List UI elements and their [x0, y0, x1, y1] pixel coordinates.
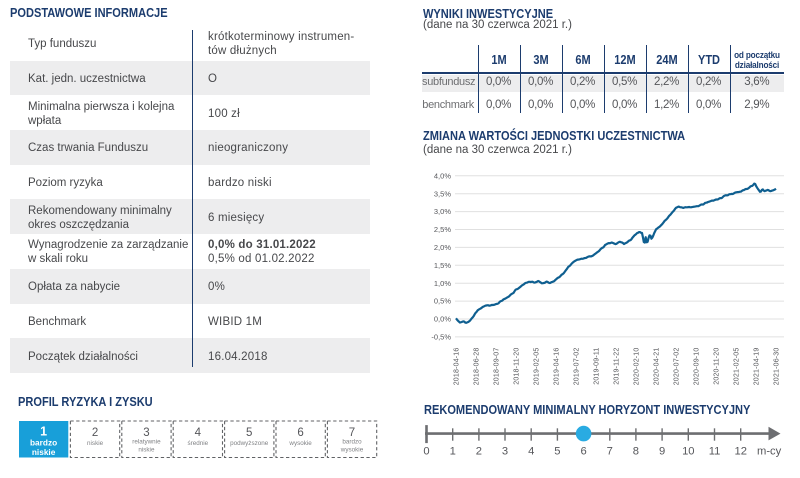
svg-text:2021-06-30: 2021-06-30 — [773, 348, 781, 386]
svg-text:8: 8 — [633, 445, 639, 457]
svg-text:2020-02-10: 2020-02-10 — [633, 348, 641, 386]
svg-text:0,0%: 0,0% — [434, 315, 451, 324]
svg-text:wysokie: wysokie — [340, 447, 364, 454]
svg-text:4: 4 — [528, 445, 534, 457]
svg-text:2: 2 — [92, 427, 98, 439]
svg-text:niskie: niskie — [138, 447, 155, 454]
svg-text:3,5%: 3,5% — [434, 189, 451, 198]
svg-text:4: 4 — [195, 427, 202, 439]
svg-text:6: 6 — [297, 427, 303, 439]
svg-text:niskie: niskie — [32, 447, 56, 457]
svg-text:niskie: niskie — [87, 440, 104, 447]
svg-text:2021-04-19: 2021-04-19 — [753, 348, 761, 386]
svg-text:4,0%: 4,0% — [434, 171, 451, 180]
svg-text:5: 5 — [246, 427, 252, 439]
svg-text:2018-09-07: 2018-09-07 — [493, 348, 501, 386]
svg-text:2019-02-05: 2019-02-05 — [533, 348, 541, 386]
svg-text:2,5%: 2,5% — [434, 225, 451, 234]
svg-text:10: 10 — [682, 445, 694, 457]
svg-text:12: 12 — [734, 445, 746, 457]
svg-text:wysokie: wysokie — [288, 440, 312, 447]
svg-text:1: 1 — [450, 445, 456, 457]
svg-text:2019-09-11: 2019-09-11 — [593, 348, 601, 385]
svg-text:2020-11-20: 2020-11-20 — [713, 348, 721, 385]
svg-text:7: 7 — [607, 445, 613, 457]
svg-text:2019-04-16: 2019-04-16 — [553, 348, 561, 386]
svg-text:0: 0 — [423, 445, 429, 457]
svg-text:1: 1 — [40, 425, 47, 439]
svg-text:2020-07-02: 2020-07-02 — [673, 348, 681, 386]
svg-text:bardzo: bardzo — [342, 439, 362, 446]
svg-text:2018-04-16: 2018-04-16 — [453, 348, 461, 386]
svg-text:5: 5 — [554, 445, 560, 457]
svg-text:3,0%: 3,0% — [434, 207, 451, 216]
svg-text:relatywnie: relatywnie — [132, 439, 161, 446]
svg-text:-0,5%: -0,5% — [431, 333, 451, 342]
svg-text:średnie: średnie — [187, 440, 208, 447]
svg-text:1,0%: 1,0% — [434, 279, 451, 288]
svg-text:2,0%: 2,0% — [434, 243, 451, 252]
svg-text:11: 11 — [709, 445, 721, 457]
svg-text:m-cy: m-cy — [757, 445, 782, 457]
svg-text:6: 6 — [580, 445, 586, 457]
svg-text:3: 3 — [502, 445, 508, 457]
svg-text:2020-04-21: 2020-04-21 — [653, 348, 661, 386]
svg-text:1,5%: 1,5% — [434, 261, 451, 270]
svg-text:2018-06-28: 2018-06-28 — [473, 348, 481, 386]
svg-text:2021-02-05: 2021-02-05 — [733, 348, 741, 386]
svg-text:2: 2 — [476, 445, 482, 457]
svg-text:0,5%: 0,5% — [434, 297, 451, 306]
svg-text:9: 9 — [659, 445, 665, 457]
svg-text:2019-07-02: 2019-07-02 — [573, 348, 581, 386]
svg-text:2018-11-20: 2018-11-20 — [513, 348, 521, 385]
svg-text:podwyższone: podwyższone — [230, 440, 269, 447]
svg-text:bardzo: bardzo — [30, 438, 57, 448]
svg-text:3: 3 — [143, 427, 149, 439]
svg-text:2020-09-10: 2020-09-10 — [693, 348, 701, 386]
svg-text:7: 7 — [349, 427, 355, 439]
svg-text:2019-11-22: 2019-11-22 — [613, 348, 621, 385]
